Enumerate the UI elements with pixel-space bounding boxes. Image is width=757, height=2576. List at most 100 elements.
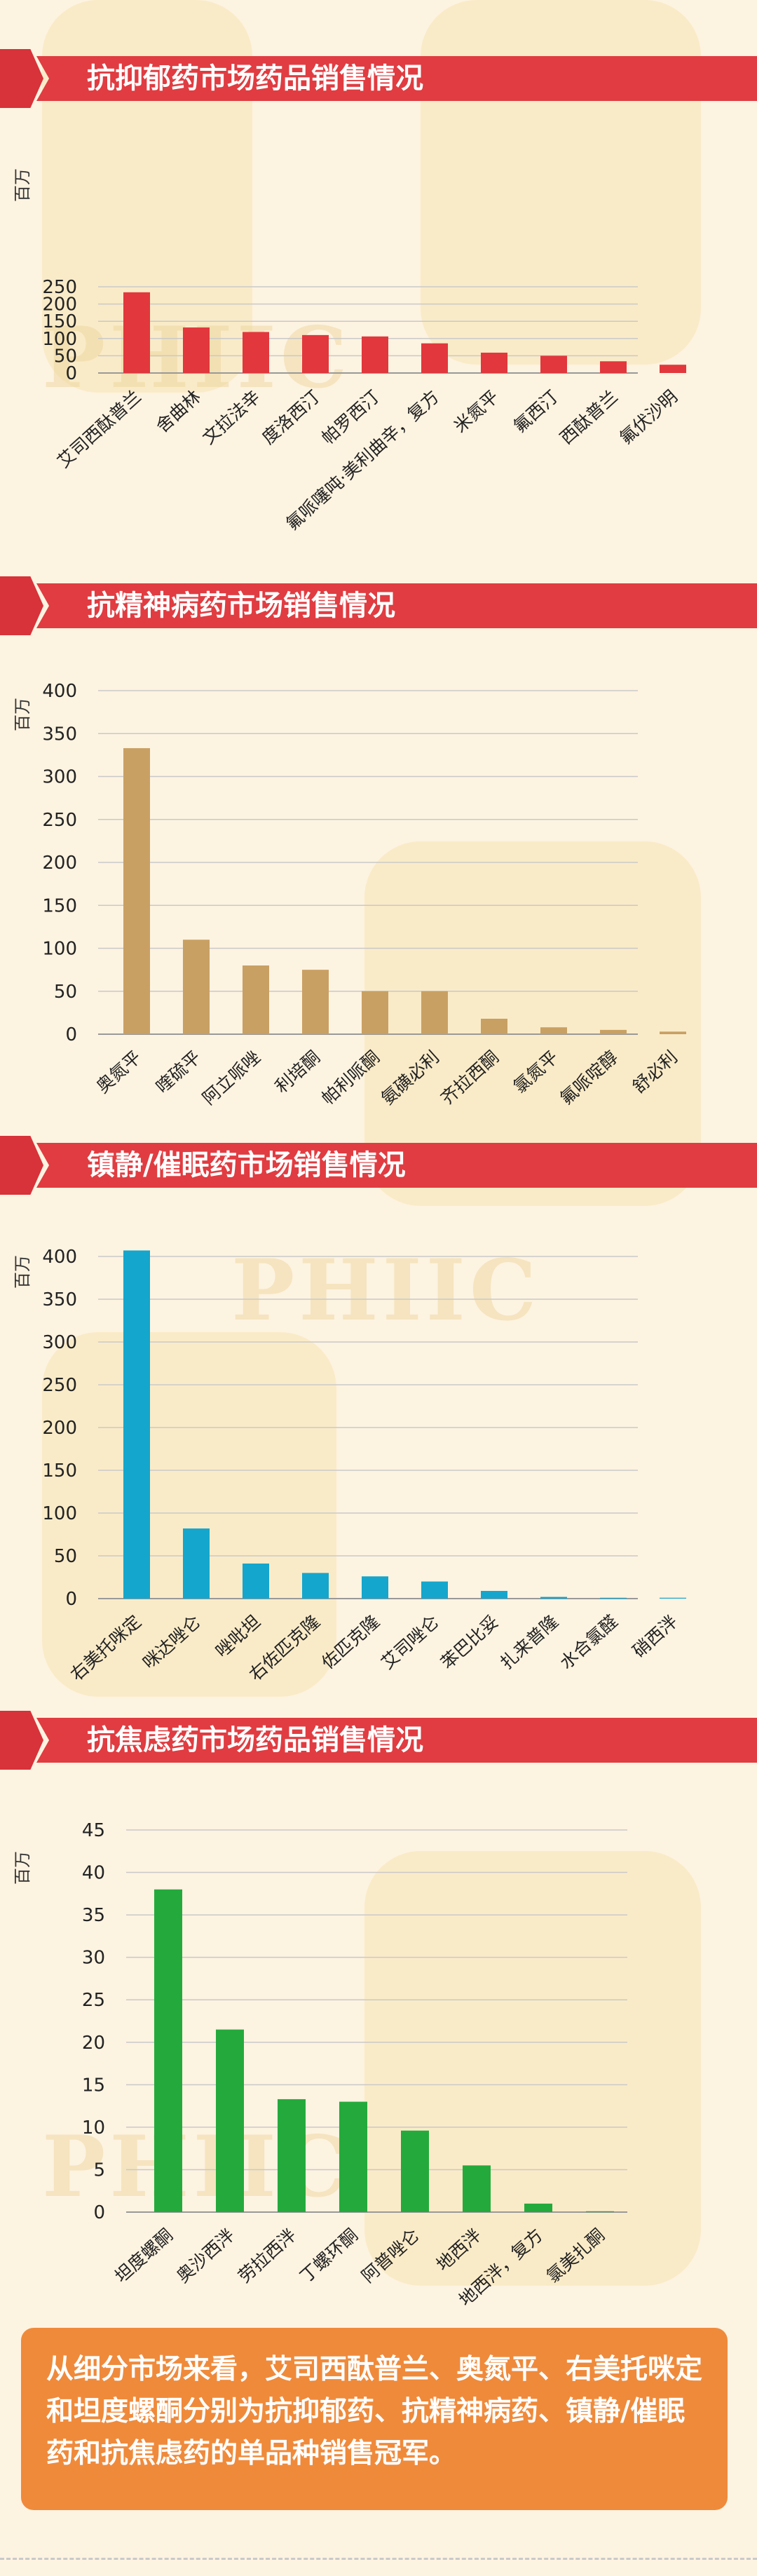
- bar: [600, 361, 627, 373]
- y-tick-label: 50: [54, 1546, 77, 1567]
- x-category-label: 唑吡坦: [212, 1611, 264, 1662]
- bar-chart-anxiolytic: 百万 0 5 10 15 20 25 30 35 40 45 坦度螺酮奥沙西泮劳拉西泮丁螺环酮阿普唑仑…: [13, 1820, 627, 2310]
- y-tick-label: 30: [82, 1948, 105, 1969]
- banner-bar: [36, 1143, 757, 1188]
- banner-bar: [36, 1718, 757, 1763]
- y-tick-label: 300: [42, 767, 77, 788]
- x-category-label: 苯巴比妥: [437, 1611, 503, 1673]
- y-tick-label: 50: [54, 346, 77, 367]
- bar: [660, 365, 686, 373]
- x-category-label: 咪达唑仑: [139, 1611, 205, 1673]
- bar: [600, 1029, 627, 1034]
- section-banner: 抗精神病药市场销售情况: [0, 576, 757, 635]
- bar: [660, 1031, 686, 1034]
- section-title: 抗焦虑药市场药品销售情况: [87, 1724, 423, 1756]
- y-tick-label: 0: [65, 363, 77, 384]
- y-tick-label: 200: [42, 853, 77, 874]
- section-title: 抗抑郁药市场药品销售情况: [87, 62, 423, 95]
- bar: [302, 334, 329, 373]
- x-category-label: 艾司西酞普兰: [53, 386, 145, 472]
- watermark-shape: [42, 1332, 336, 1697]
- bar: [362, 991, 388, 1034]
- bar: [362, 1576, 388, 1599]
- y-tick-label: 150: [42, 895, 77, 916]
- bar: [339, 2101, 367, 2212]
- bar: [524, 2203, 552, 2212]
- y-unit-label: 百万: [13, 1255, 32, 1289]
- y-tick-label: 0: [93, 2202, 105, 2223]
- y-tick-label: 5: [93, 2160, 105, 2181]
- y-unit-label: 百万: [13, 168, 32, 202]
- bar: [540, 1597, 567, 1599]
- x-category-label: 米氮平: [450, 386, 503, 437]
- y-tick-label: 400: [42, 1247, 77, 1268]
- bar: [216, 2029, 244, 2212]
- y-tick-label: 35: [82, 1905, 105, 1926]
- x-category-label: 氯美扎酮: [543, 2225, 608, 2286]
- bar: [243, 332, 269, 373]
- y-tick-label: 100: [42, 939, 77, 960]
- x-category-label: 文拉法辛: [198, 386, 264, 448]
- y-tick-label: 45: [82, 1820, 105, 1841]
- bar: [123, 292, 150, 373]
- bar: [600, 1597, 627, 1599]
- y-tick-label: 200: [42, 1418, 77, 1439]
- x-category-label: 坦度螺酮: [111, 2225, 177, 2286]
- y-tick-label: 0: [65, 1589, 77, 1610]
- x-category-label: 舍曲林: [152, 386, 205, 437]
- x-category-label: 奥氮平: [93, 1047, 145, 1097]
- bar: [421, 1581, 448, 1599]
- banner-bar: [36, 583, 757, 628]
- y-tick-label: 10: [82, 2117, 105, 2138]
- x-category-label: 扎来普隆: [496, 1611, 562, 1673]
- banner-bar: [36, 56, 757, 101]
- y-tick-label: 150: [42, 1460, 77, 1482]
- y-tick-label: 150: [42, 311, 77, 332]
- summary-text: 从细分市场来看，艾司西酞普兰、奥氮平、右美托咪定和坦度螺酮分别为抗抑郁药、抗精神…: [46, 2354, 703, 2469]
- section-title: 抗精神病药市场销售情况: [87, 590, 395, 622]
- y-tick-label: 300: [42, 1332, 77, 1353]
- y-tick-label: 40: [82, 1863, 105, 1884]
- bar: [586, 2211, 614, 2212]
- bar: [421, 991, 448, 1034]
- x-category-label: 氟伏沙明: [615, 386, 681, 448]
- bar: [540, 1027, 567, 1034]
- bar: [481, 352, 507, 373]
- x-category-label: 水合氯醛: [556, 1611, 622, 1673]
- x-category-label: 阿立哌唑: [198, 1047, 264, 1109]
- bar: [463, 2165, 491, 2212]
- bar: [183, 940, 210, 1034]
- bar: [183, 327, 210, 373]
- bar: [183, 1528, 210, 1599]
- y-tick-label: 100: [42, 1503, 77, 1524]
- watermark-logo: PHIIC: [231, 1241, 541, 1340]
- x-category-label: 硝西泮: [629, 1611, 681, 1662]
- y-tick-label: 100: [42, 329, 77, 350]
- x-category-label: 利培酮: [271, 1047, 324, 1097]
- bar: [421, 343, 448, 373]
- section-title: 镇静/催眠药市场销售情况: [87, 1149, 406, 1181]
- y-tick-label: 200: [42, 294, 77, 316]
- x-category-label: 地西泮: [432, 2225, 485, 2275]
- x-category-label: 喹硫平: [152, 1047, 205, 1097]
- dashed-divider: [0, 2558, 757, 2560]
- y-tick-label: 20: [82, 2033, 105, 2054]
- y-tick-label: 25: [82, 1990, 105, 2011]
- section-banner: 镇静/催眠药市场销售情况: [0, 1136, 757, 1195]
- bar: [243, 1563, 269, 1599]
- y-tick-label: 250: [42, 277, 77, 298]
- y-tick-label: 15: [82, 2075, 105, 2096]
- bar: [302, 970, 329, 1034]
- x-category-label: 佐匹克隆: [318, 1611, 383, 1673]
- y-tick-label: 0: [65, 1024, 77, 1045]
- y-tick-label: 400: [42, 681, 77, 702]
- x-category-label: 奥沙西泮: [172, 2225, 238, 2286]
- x-category-label: 氟西汀: [510, 386, 562, 437]
- y-tick-label: 250: [42, 1375, 77, 1396]
- bar: [302, 1573, 329, 1599]
- x-category-label: 劳拉西泮: [234, 2225, 300, 2286]
- section-banner: 抗抑郁药市场药品销售情况: [0, 49, 757, 108]
- section-banner: 抗焦虑药市场药品销售情况: [0, 1711, 757, 1770]
- bar: [123, 748, 150, 1034]
- bar: [481, 1591, 507, 1599]
